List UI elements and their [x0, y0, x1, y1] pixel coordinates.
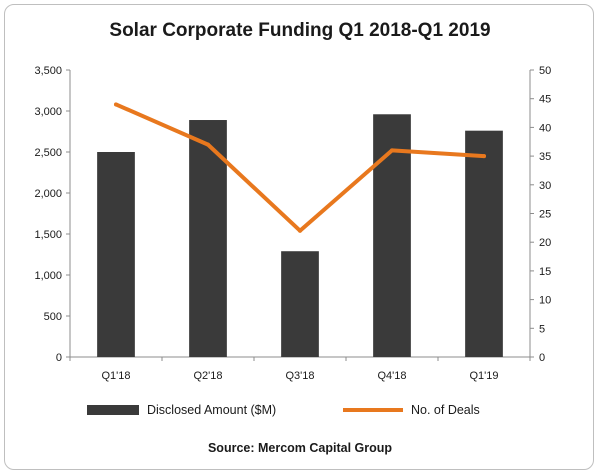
y-right-tick-label: 30 — [539, 180, 551, 192]
chart-title: Solar Corporate Funding Q1 2018-Q1 2019 — [109, 20, 491, 41]
y-left-tick-label: 1,000 — [34, 270, 62, 282]
legend-line-label: No. of Deals — [411, 403, 480, 417]
x-tick-label: Q3'18 — [285, 370, 314, 382]
bar — [189, 120, 227, 358]
x-tick-label: Q2'18 — [193, 370, 222, 382]
y-right-tick-label: 45 — [539, 94, 551, 106]
y-left-tick-label: 3,500 — [34, 65, 62, 77]
x-tick-label: Q4'18 — [377, 370, 406, 382]
legend-bar-series: Disclosed Amount ($M) — [87, 402, 276, 418]
legend-bar-label: Disclosed Amount ($M) — [147, 403, 277, 417]
deals-line — [114, 102, 486, 233]
bar — [373, 114, 411, 357]
deals-point — [298, 228, 302, 233]
y-left-tick-label: 2,000 — [34, 188, 62, 200]
y-right-tick-label: 10 — [539, 295, 551, 307]
bar — [465, 130, 503, 357]
bar — [281, 251, 319, 357]
y-right-tick-label: 0 — [539, 352, 545, 364]
y-left-tick-label: 2,500 — [34, 147, 62, 159]
deals-point — [114, 102, 118, 107]
y-right-tick-label: 15 — [539, 266, 551, 278]
deals-point — [206, 142, 210, 147]
y-left-tick-label: 500 — [44, 311, 62, 323]
y-left-tick-label: 0 — [56, 352, 62, 364]
x-tick-label: Q1'19 — [469, 370, 498, 382]
y-left-tick-label: 3,000 — [34, 106, 62, 118]
y-right-tick-label: 35 — [539, 151, 551, 163]
y-right-tick-label: 20 — [539, 237, 551, 249]
legend-line-series: No. of Deals — [343, 402, 480, 418]
y-left-tick-label: 1,500 — [34, 229, 62, 241]
bar — [97, 152, 135, 357]
deals-point — [390, 148, 394, 153]
source-note: Source: Mercom Capital Group — [207, 441, 393, 455]
deals-point — [482, 154, 486, 159]
legend-bar-swatch — [87, 405, 139, 415]
y-right-tick-label: 5 — [539, 323, 545, 335]
legend-line-swatch — [343, 408, 403, 412]
y-right-tick-label: 25 — [539, 209, 551, 221]
y-right-tick-label: 50 — [539, 65, 551, 77]
y-right-tick-label: 40 — [539, 122, 551, 134]
x-tick-label: Q1'18 — [101, 370, 130, 382]
